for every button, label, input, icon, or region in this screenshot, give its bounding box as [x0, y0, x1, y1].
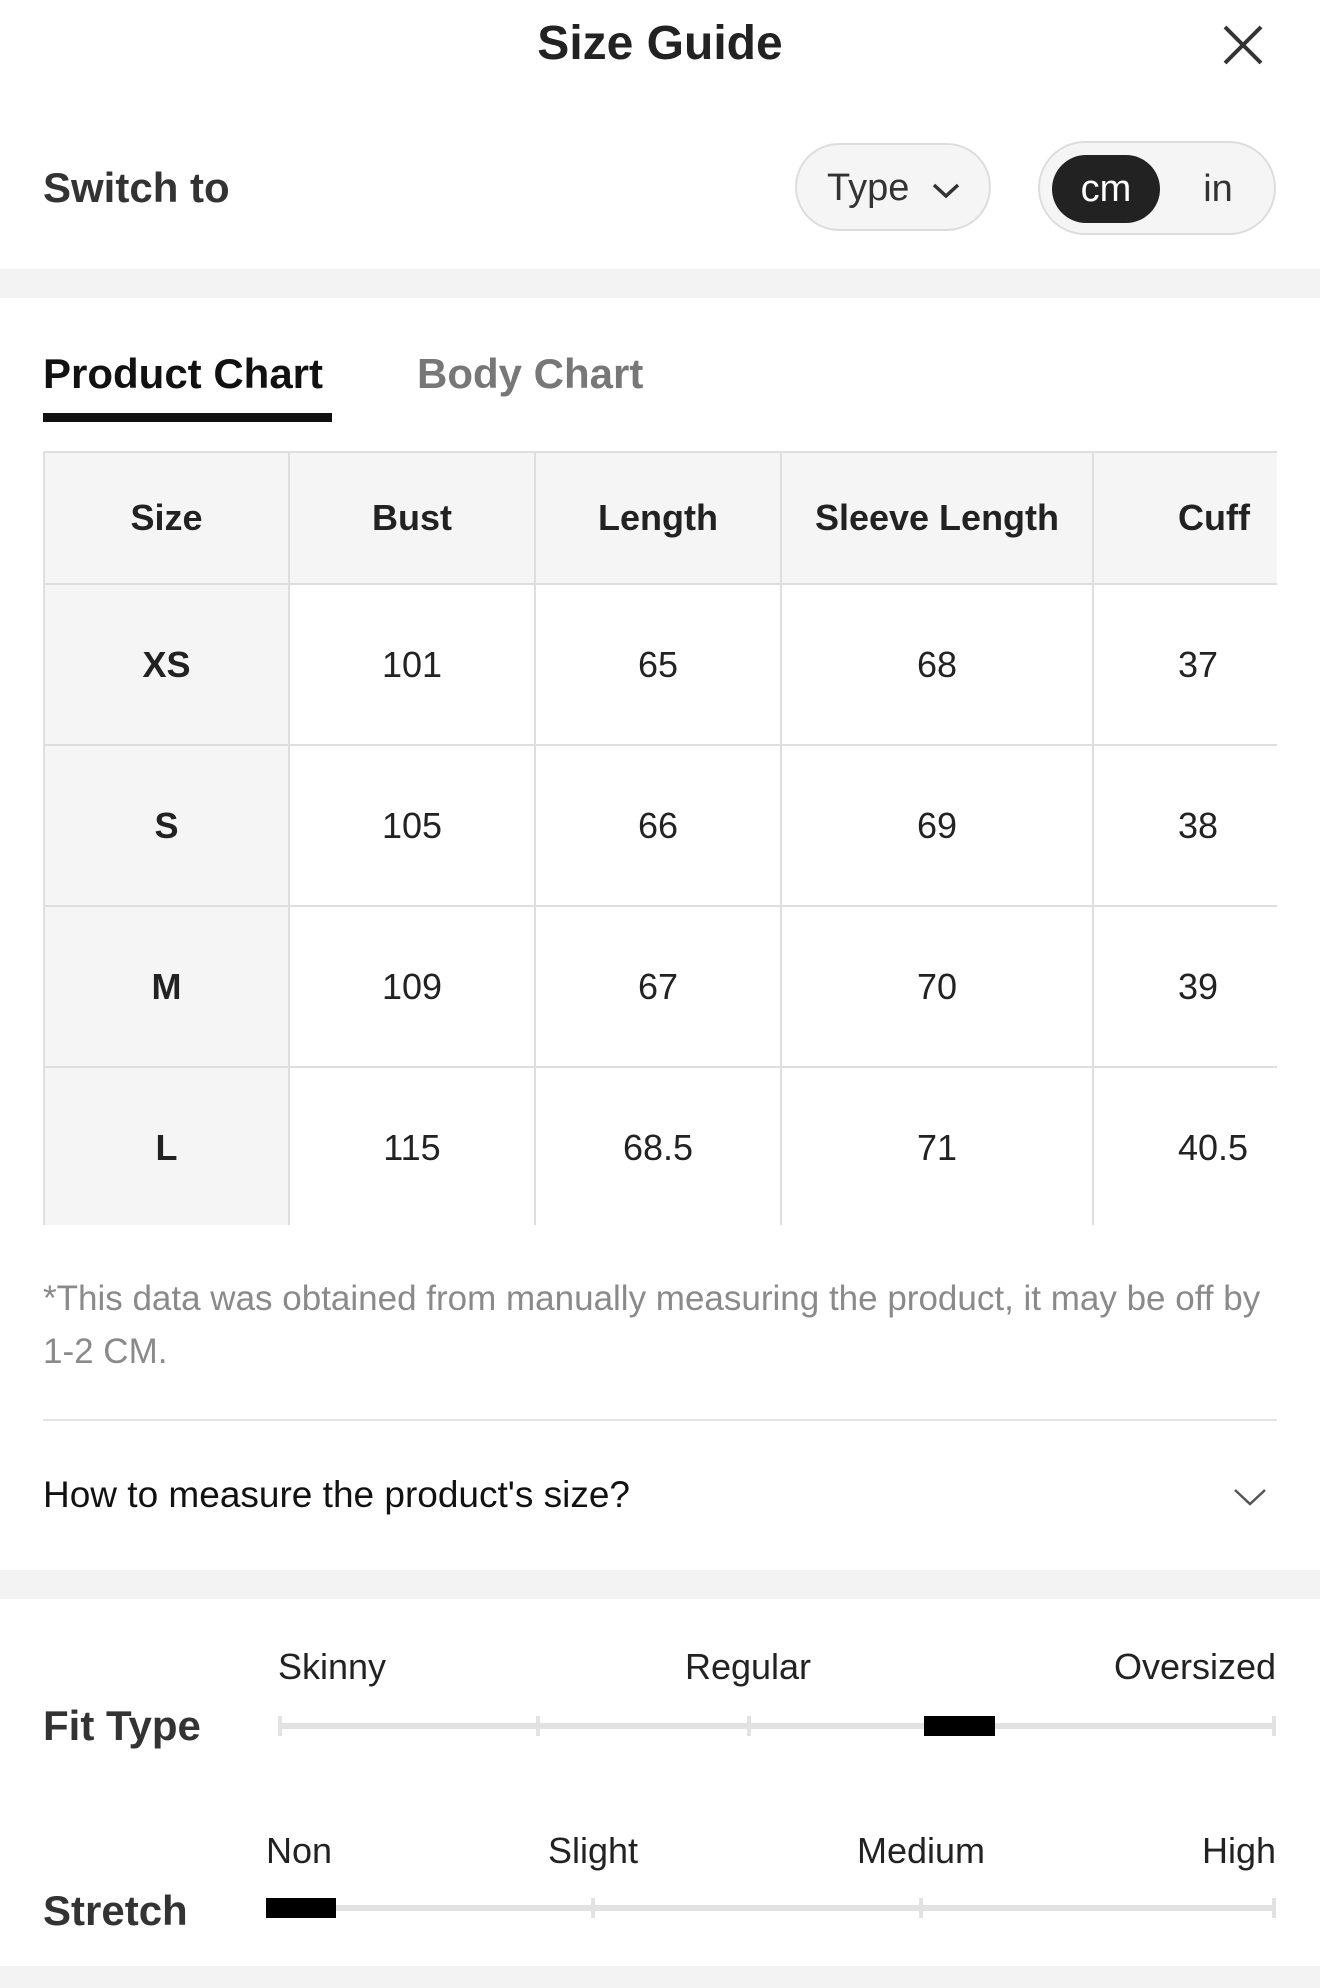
value-cell: 69: [782, 746, 1094, 907]
size-cell: M: [45, 907, 290, 1068]
stretch-scale-label: Non: [266, 1830, 333, 1871]
value-cell: 115: [290, 1068, 536, 1225]
value-cell: 68: [782, 585, 1094, 746]
size-cell: S: [45, 746, 290, 907]
fit-track: [279, 1723, 1276, 1729]
value-cell: 68.5: [536, 1068, 782, 1225]
column-header: Sleeve Length: [782, 453, 1094, 585]
value-cell: 38: [1094, 746, 1277, 907]
value-cell: 70: [782, 907, 1094, 1068]
switch-label: Switch to: [43, 164, 230, 211]
expand-chevron[interactable]: [1232, 1486, 1268, 1508]
value-cell: 67: [536, 907, 782, 1068]
fit-scale-label: Regular: [684, 1646, 812, 1687]
track-tick: [747, 1716, 751, 1736]
stretch-scale-label: High: [1201, 1830, 1276, 1871]
fit-scale-label: Skinny: [278, 1646, 387, 1687]
note: *This data was obtained from manually me…: [43, 1279, 1261, 1371]
fit-label: Fit Type: [43, 1702, 201, 1749]
stretch-track: [266, 1905, 1276, 1911]
column-header: Size: [45, 453, 290, 585]
tab-underline: [43, 413, 332, 422]
measure-question[interactable]: How to measure the product's size?: [43, 1474, 631, 1515]
size-table: Size Bust Length Sleeve Length Cuff XS 101 65 68…: [43, 451, 1277, 1225]
column-header: Length: [536, 453, 782, 585]
size-cell: XS: [45, 585, 290, 746]
tab-body[interactable]: Body Chart: [417, 350, 644, 397]
track-tick: [1272, 1898, 1276, 1918]
fit-indicator: [924, 1716, 995, 1736]
chevron: [932, 183, 960, 199]
close-button[interactable]: [1222, 24, 1264, 66]
type-label: Type: [827, 167, 910, 209]
value-cell: 109: [290, 907, 536, 1068]
type-dropdown[interactable]: Type: [795, 143, 991, 231]
value-cell: 105: [290, 746, 536, 907]
title: Size Guide: [537, 17, 783, 70]
tab-product[interactable]: Product Chart: [43, 350, 324, 397]
stretch-scale-label: Slight: [547, 1830, 639, 1871]
track-tick: [591, 1898, 595, 1918]
column-header: Cuff: [1094, 453, 1277, 585]
value-cell: 39: [1094, 907, 1277, 1068]
separator: [0, 1570, 1320, 1599]
stretch-scale-label: Medium: [856, 1830, 986, 1871]
track-tick: [1272, 1716, 1276, 1736]
value-cell: 101: [290, 585, 536, 746]
track-tick: [919, 1898, 923, 1918]
divider: [43, 1419, 1277, 1421]
track-tick: [278, 1716, 282, 1736]
value-cell: 66: [536, 746, 782, 907]
value-cell: 37: [1094, 585, 1277, 746]
value-cell: 71: [782, 1068, 1094, 1225]
stretch-indicator: [266, 1898, 336, 1918]
value-cell: 40.5: [1094, 1068, 1277, 1225]
separator: [0, 1966, 1320, 1988]
track-tick: [536, 1716, 540, 1736]
value-cell: 65: [536, 585, 782, 746]
unit-in[interactable]: in: [1203, 167, 1233, 210]
size-cell: L: [45, 1068, 290, 1225]
fit-scale-label: Oversized: [1113, 1646, 1276, 1687]
separator: [0, 269, 1320, 298]
unit-cm[interactable]: cm: [1052, 155, 1160, 223]
column-header: Bust: [290, 453, 536, 585]
unit-toggle: cm in: [1038, 141, 1276, 235]
stretch-label: Stretch: [43, 1887, 188, 1934]
